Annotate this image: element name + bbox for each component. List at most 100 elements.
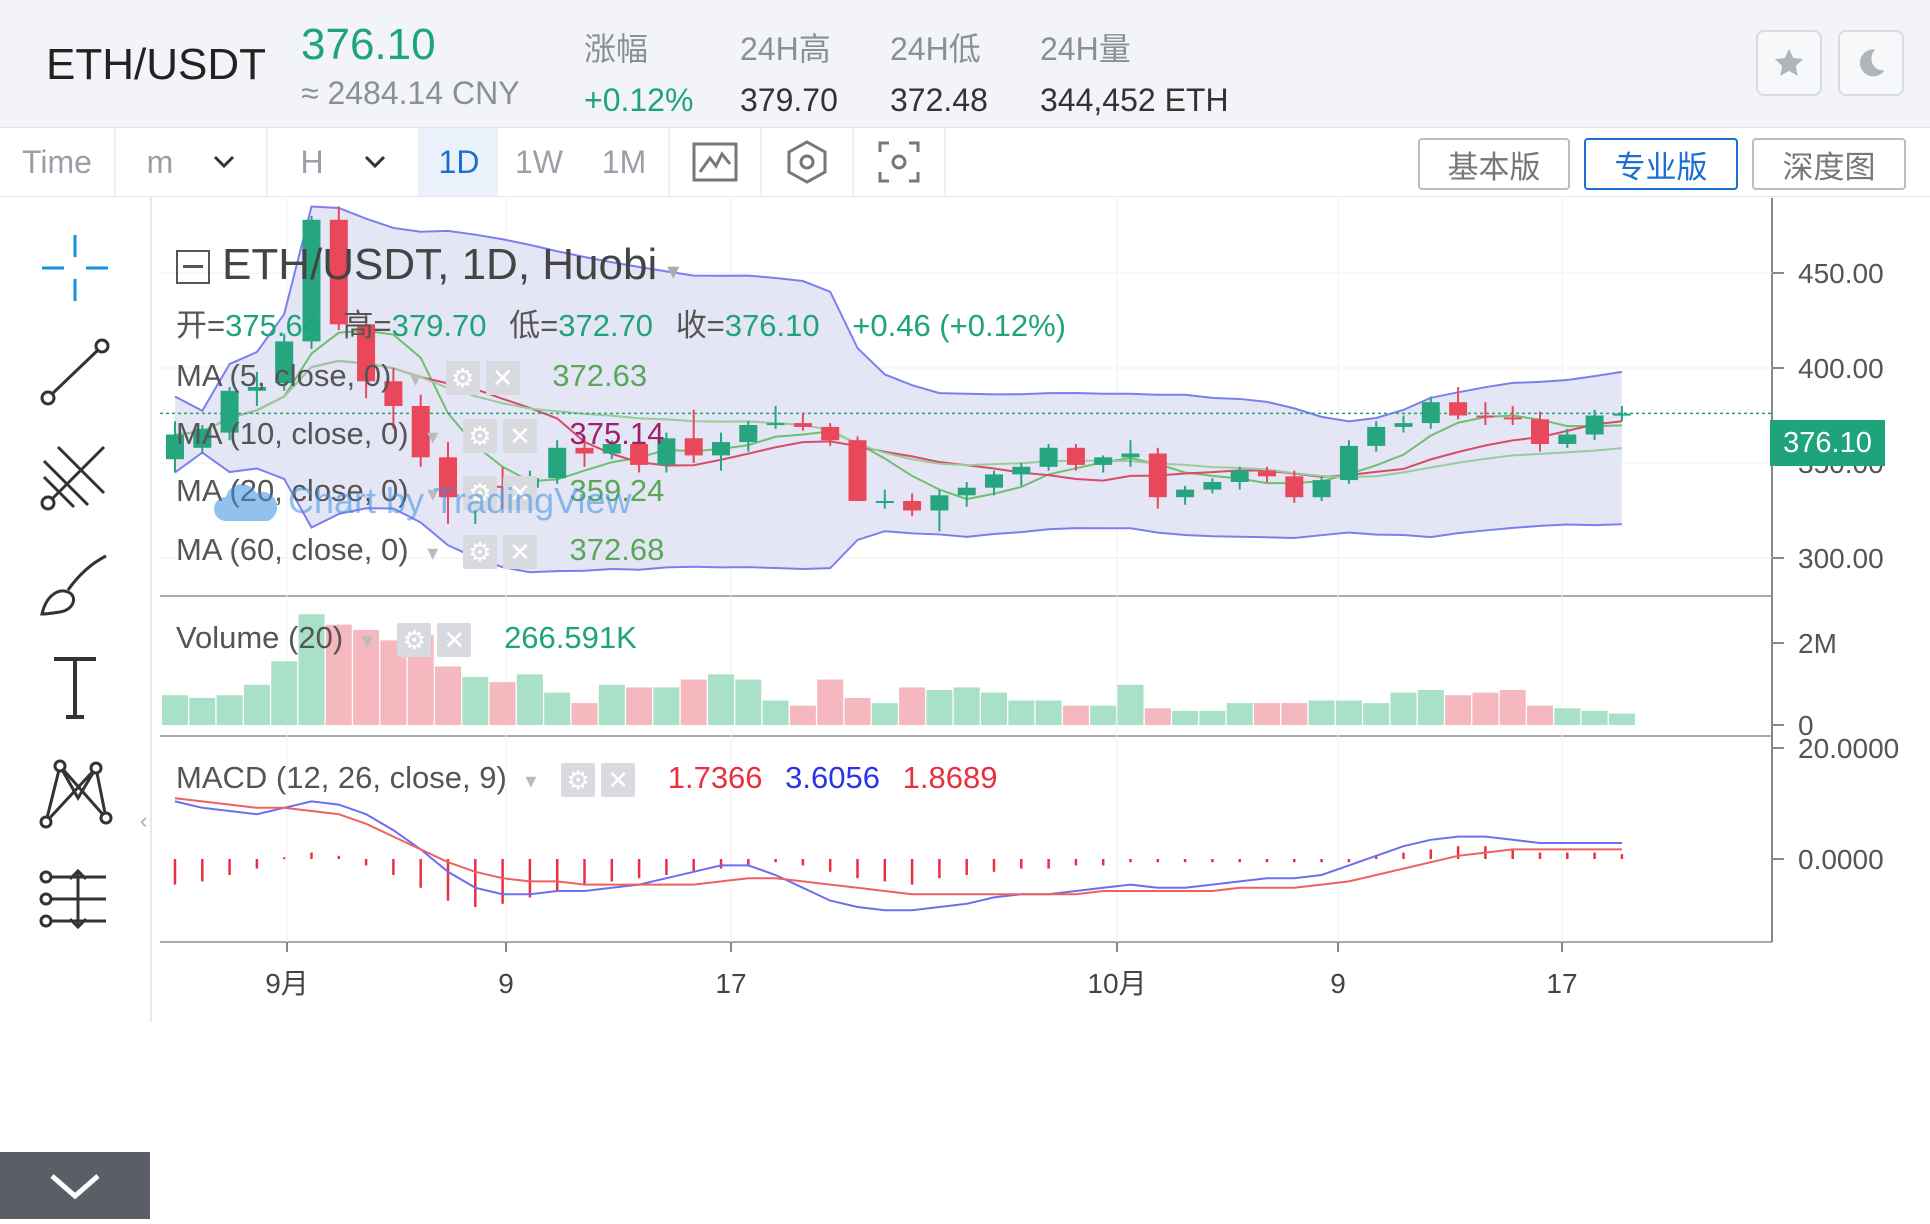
close-icon[interactable]: ✕ [502, 475, 537, 510]
camera-frame-icon [878, 141, 920, 183]
measure-tool[interactable] [34, 857, 116, 939]
chevron-down-icon[interactable]: ▾ [361, 628, 373, 653]
candle-body [1531, 419, 1549, 444]
interval-1m[interactable]: 1M [580, 128, 670, 196]
x-tick-label: 10月 [1087, 968, 1146, 999]
volume-bar [626, 687, 653, 725]
scroll-left-icon[interactable]: ‹ [140, 808, 148, 833]
macd-line-value: 3.6056 [785, 760, 880, 795]
candle-body [930, 495, 949, 511]
chevron-down-icon[interactable]: ▾ [409, 366, 422, 391]
candle-body [1258, 470, 1276, 477]
time-button[interactable]: Time [0, 128, 116, 196]
candle-body [1558, 434, 1577, 444]
collapse-icon[interactable] [176, 250, 210, 285]
volume-bar [489, 682, 516, 725]
volume-bar [1008, 700, 1035, 725]
view-depth-button[interactable]: 深度图 [1752, 138, 1906, 190]
chart-title-row: ETH/USDT, 1D, Huobi ▾ [176, 240, 679, 290]
volume-bar [1390, 692, 1417, 725]
candle-body [957, 487, 976, 496]
collapse-sidebar-button[interactable] [0, 1152, 150, 1219]
candle-body [1285, 476, 1304, 498]
candle-body [1612, 413, 1631, 416]
candle-body [411, 406, 430, 458]
chevron-down-icon[interactable]: ▾ [525, 768, 537, 793]
close-icon[interactable]: ✕ [437, 622, 472, 657]
volume-bar [1472, 692, 1499, 725]
hour-label: H [300, 143, 324, 180]
minute-label: m [146, 143, 174, 180]
candle-body [275, 341, 294, 384]
volume-bar [1199, 710, 1226, 725]
volume-bar [462, 676, 489, 725]
stat-volume: 24H量 344,452 ETH [1040, 24, 1229, 119]
chevron-down-icon[interactable]: ▾ [427, 424, 439, 449]
pattern-icon [39, 759, 113, 829]
gear-icon[interactable]: ⚙ [462, 418, 497, 453]
indicators-button[interactable] [762, 128, 854, 196]
candle-body [630, 444, 649, 465]
favorite-button[interactable] [1756, 30, 1822, 96]
stat-label: 24H高 [740, 31, 831, 67]
close-icon[interactable]: ✕ [601, 762, 636, 797]
chevron-down-icon[interactable]: ▾ [427, 540, 439, 565]
theme-button[interactable] [1838, 30, 1904, 96]
candle-body [1176, 489, 1195, 498]
fib-tool[interactable] [34, 437, 116, 519]
candle-body [302, 219, 321, 342]
trendline-tool[interactable] [34, 332, 116, 414]
chevron-down-icon [214, 155, 235, 169]
close-icon[interactable]: ✕ [502, 418, 537, 453]
view-pro-button[interactable]: 专业版 [1584, 138, 1738, 190]
candle-body [739, 425, 758, 443]
interval-1w[interactable]: 1W [515, 143, 563, 180]
text-tool[interactable] [34, 647, 116, 729]
close-label: 收= [675, 308, 725, 343]
volume-bar [1527, 705, 1553, 725]
candle-body [1367, 426, 1386, 446]
x-tick-label: 9 [1330, 968, 1346, 999]
volume-bar [653, 687, 680, 725]
volume-label: Volume (20) [176, 620, 344, 655]
y-tick-label: 400.00 [1798, 353, 1884, 384]
crosshair-tool[interactable] [34, 227, 116, 309]
brush-tool[interactable] [34, 542, 116, 624]
y-tick-label: 450.00 [1798, 258, 1884, 289]
chart-type-button[interactable] [670, 128, 762, 196]
candle-body [1203, 482, 1222, 490]
chevron-down-icon[interactable]: ▾ [667, 258, 680, 285]
chart-toolbar: Time m H 1D 1W 1M 基本版 专业版 深度图 [0, 128, 1930, 197]
chart-title: ETH/USDT, 1D, Huobi [222, 240, 658, 289]
x-tick-label: 17 [715, 968, 746, 999]
trendline-icon [40, 338, 110, 406]
ma5-legend: MA (5, close, 0) ▾ ⚙ ✕ 372.63 [176, 358, 647, 395]
watermark-text: Chart by TradingView [288, 480, 632, 521]
volume-bar [981, 692, 1007, 725]
gear-icon[interactable]: ⚙ [561, 762, 596, 797]
candle-body [1066, 447, 1085, 465]
gear-icon[interactable]: ⚙ [445, 360, 480, 395]
minute-dropdown[interactable]: m [116, 128, 268, 196]
cloud-logo-icon [214, 484, 278, 522]
star-icon [1774, 48, 1804, 76]
gear-icon[interactable]: ⚙ [462, 475, 497, 510]
volume-bar [680, 679, 707, 725]
view-basic-button[interactable]: 基本版 [1418, 138, 1570, 190]
candle-body [985, 474, 1003, 488]
gear-icon[interactable]: ⚙ [397, 622, 432, 657]
chevron-down-icon[interactable]: ▾ [427, 481, 439, 506]
screenshot-button[interactable] [854, 128, 946, 196]
chevron-down-icon [364, 155, 385, 169]
hour-dropdown[interactable]: H [268, 128, 420, 196]
volume-bar [353, 629, 380, 725]
drawing-toolbar [0, 197, 152, 1219]
ohlc-row: 开=375.64 高=379.70 低=372.70 收=376.10 +0.4… [176, 300, 1066, 345]
pattern-tool[interactable] [34, 752, 116, 834]
candle-body [1449, 402, 1468, 416]
close-icon[interactable]: ✕ [485, 360, 520, 395]
interval-1d[interactable]: 1D [420, 128, 498, 196]
gear-icon[interactable]: ⚙ [462, 534, 497, 569]
volume-bar [435, 666, 461, 725]
close-icon[interactable]: ✕ [502, 534, 537, 569]
